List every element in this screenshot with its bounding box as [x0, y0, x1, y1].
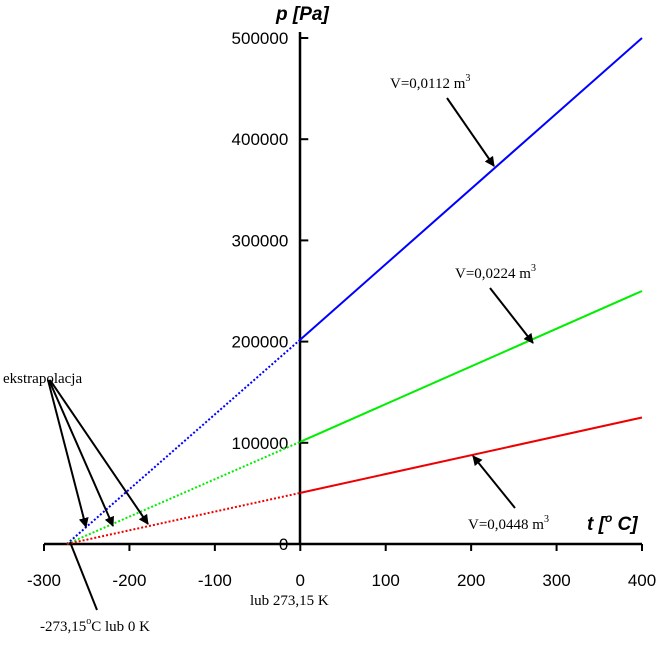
series-1-extrapolation — [66, 440, 301, 545]
series-label-v0448-text: V=0,0448 m — [468, 517, 544, 533]
x-axis-title: t [o C] — [587, 511, 638, 535]
axes — [44, 32, 642, 546]
y-tick-label: 300000 — [232, 231, 289, 250]
x-axis-title-prefix: t [ — [587, 514, 607, 535]
absolute-zero-pointer — [69, 541, 98, 611]
extrapolation-arrow-3 — [49, 379, 149, 525]
absolute-zero-degree: o — [86, 616, 91, 627]
x-tick-label: 400 — [628, 571, 656, 590]
series-label-v0448-exp: 3 — [544, 514, 549, 525]
series-label-v0224: V=0,0224 m3 — [455, 263, 536, 282]
x-tick-label: 200 — [457, 571, 485, 590]
y-tick-label: 100000 — [232, 434, 289, 453]
series-0-line — [299, 37, 643, 341]
x-axis-title-suffix: C] — [612, 514, 638, 535]
y-axis-title: p [Pa] — [275, 4, 329, 25]
y-tick-label: 200000 — [232, 333, 289, 352]
x-axis-title-degree: o — [605, 511, 612, 525]
y-tick-label: 0 — [279, 535, 288, 554]
x-tick-label: 300 — [542, 571, 570, 590]
absolute-zero-label: -273,15oC lub 0 K — [40, 616, 150, 635]
arrow-v0448 — [472, 455, 516, 509]
series-label-v0224-text: V=0,0224 m — [455, 266, 531, 282]
series-label-v0112-text: V=0,0112 m — [390, 76, 466, 92]
series-label-v0224-exp: 3 — [531, 263, 536, 274]
x-tick-label: 0 — [296, 571, 305, 590]
y-tick-label: 400000 — [232, 130, 289, 149]
absolute-zero-unit: C lub 0 K — [91, 619, 150, 635]
x-tick-label: -100 — [198, 571, 232, 590]
x-tick-label: 100 — [372, 571, 400, 590]
x-tick-label: -300 — [27, 571, 61, 590]
x-tick-label: -200 — [112, 571, 146, 590]
absolute-zero-value: -273,15 — [40, 619, 86, 635]
arrow-v0224 — [489, 287, 534, 344]
extrapolation-label: ekstrapolacja — [3, 371, 82, 387]
extrapolation-arrow-1 — [47, 379, 89, 528]
series-label-v0112: V=0,0112 m3 — [390, 73, 470, 92]
series-1-line — [299, 290, 643, 443]
series-label-v0448: V=0,0448 m3 — [468, 514, 549, 533]
zero-celsius-label: lub 273,15 K — [250, 593, 329, 609]
y-tick-label: 500000 — [232, 29, 289, 48]
arrow-v0112 — [446, 97, 495, 167]
extrapolation-arrow-2 — [48, 379, 114, 527]
series-label-v0112-exp: 3 — [465, 73, 470, 84]
series-2-line — [300, 416, 643, 494]
